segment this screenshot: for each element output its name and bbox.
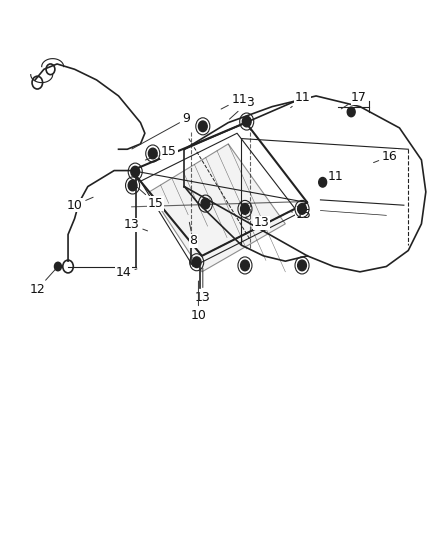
Text: 11: 11 xyxy=(323,171,343,183)
Text: 16: 16 xyxy=(373,150,397,163)
Text: 15: 15 xyxy=(145,146,177,160)
Text: 13: 13 xyxy=(244,216,268,229)
Circle shape xyxy=(128,180,137,191)
Circle shape xyxy=(346,107,354,117)
Text: 13: 13 xyxy=(124,219,147,231)
Text: 12: 12 xyxy=(29,269,56,296)
Circle shape xyxy=(297,204,306,214)
Text: 8: 8 xyxy=(189,222,197,247)
Text: 14: 14 xyxy=(116,266,137,279)
Circle shape xyxy=(240,260,249,271)
Polygon shape xyxy=(149,144,285,272)
Text: 10: 10 xyxy=(190,281,206,322)
Text: 15: 15 xyxy=(290,208,311,221)
Text: 10: 10 xyxy=(67,197,93,212)
Text: 11: 11 xyxy=(221,93,247,109)
Text: 11: 11 xyxy=(290,91,310,108)
Circle shape xyxy=(198,121,207,132)
Text: 15: 15 xyxy=(137,187,163,210)
Circle shape xyxy=(54,262,61,271)
Text: 17: 17 xyxy=(340,91,366,109)
Text: 13: 13 xyxy=(229,96,255,119)
Text: 9: 9 xyxy=(132,112,190,149)
Circle shape xyxy=(131,166,139,177)
Circle shape xyxy=(192,257,201,268)
Circle shape xyxy=(148,148,157,159)
Circle shape xyxy=(201,198,209,209)
Text: 13: 13 xyxy=(194,268,210,304)
Circle shape xyxy=(297,260,306,271)
Circle shape xyxy=(240,204,249,214)
Circle shape xyxy=(318,177,326,187)
Circle shape xyxy=(242,116,251,127)
